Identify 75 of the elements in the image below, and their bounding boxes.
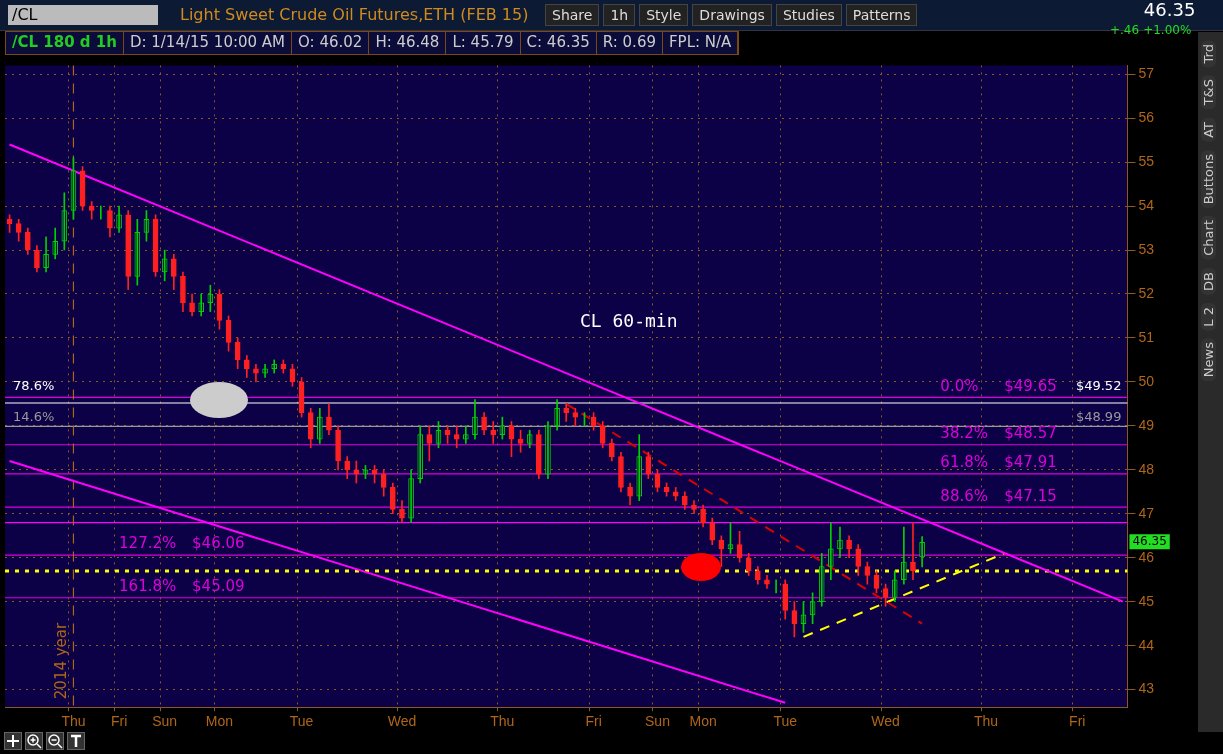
x-tick-label: Tue — [773, 713, 798, 730]
x-tick-label: Thu — [973, 713, 999, 730]
chart-title: Light Sweet Crude Oil Futures,ETH (FEB 15) — [180, 5, 529, 24]
y-tick-label: 51 — [1138, 328, 1155, 345]
ref-line-label: $47.91 — [1004, 453, 1057, 472]
y-tick-label: 49 — [1138, 416, 1155, 433]
ref-line-label: $48.57 — [1004, 424, 1057, 443]
text: Patterns — [845, 4, 918, 26]
text: C: 46.35 — [520, 32, 597, 54]
text: News — [1201, 338, 1216, 382]
annotation: 61.8% — [940, 453, 989, 472]
ref-line-label: $49.52 — [1075, 377, 1122, 393]
annotation: CL 60-min — [580, 310, 678, 331]
y-tick-label: 53 — [1138, 240, 1155, 257]
ref-line-label: $49.65 — [1004, 376, 1057, 395]
text: Chart — [1201, 215, 1216, 260]
y-tick-label: 48 — [1138, 460, 1155, 477]
text: Style — [639, 4, 689, 26]
y-tick-label: 55 — [1138, 152, 1155, 169]
text: /CL — [12, 5, 38, 24]
annotation: 14.6% — [13, 409, 55, 425]
y-tick-label: 44 — [1138, 636, 1155, 653]
text: /CL 180 d 1h — [6, 32, 124, 54]
x-tick-label: Fri — [1069, 713, 1086, 730]
ref-line-label: $48.99 — [1075, 409, 1122, 425]
y-tick-label: 45 — [1138, 592, 1155, 609]
ref-line-label: 2014 year — [51, 621, 70, 700]
text: Trd — [1201, 40, 1216, 68]
x-tick-label: Tue — [289, 713, 314, 730]
x-tick-label: Wed — [387, 713, 417, 730]
y-tick-label: 52 — [1138, 284, 1155, 301]
text: D: 1/14/15 10:00 AM — [123, 32, 293, 54]
x-tick-label: Wed — [871, 713, 900, 730]
y-tick-label: 56 — [1138, 109, 1155, 126]
text: FPL: N/A — [662, 32, 739, 54]
text: Drawings — [692, 4, 772, 26]
text: L: 45.79 — [446, 32, 521, 54]
y-tick-label: 47 — [1138, 504, 1155, 521]
annotation: 78.6% — [13, 377, 55, 393]
y-tick-label: 54 — [1138, 196, 1155, 213]
y-tick-label: 43 — [1138, 680, 1155, 697]
annotation: 127.2% — [119, 534, 177, 553]
y-tick-label: 50 — [1138, 372, 1155, 389]
text: H: 46.48 — [369, 32, 447, 54]
y-tick-label: 46 — [1138, 548, 1155, 565]
text: Studies — [775, 4, 842, 26]
text: 1h — [603, 4, 636, 26]
y-tick-label: 57 — [1138, 65, 1155, 82]
x-tick-label: Sun — [645, 713, 670, 730]
x-tick-label: Mon — [689, 713, 717, 730]
annotation: 0.0% — [940, 376, 979, 395]
annotation: 88.6% — [940, 486, 989, 505]
text: L 2 — [1201, 302, 1216, 331]
x-tick-label: Mon — [205, 713, 234, 730]
annotation: 46.35 — [1132, 534, 1167, 549]
x-tick-label: Thu — [61, 713, 86, 730]
text: O: 46.02 — [292, 32, 370, 54]
text: T&S — [1201, 75, 1216, 110]
ref-line-label: $45.09 — [192, 577, 245, 596]
text: R: 0.69 — [596, 32, 663, 54]
ref-line-label: $47.15 — [1004, 486, 1057, 505]
text: +.46 — [1110, 23, 1140, 37]
x-tick-label: Sun — [152, 713, 178, 730]
x-tick-label: Fri — [110, 713, 128, 730]
annotation: 38.2% — [940, 424, 989, 443]
text: DB — [1201, 267, 1216, 295]
text: +1.00% — [1143, 23, 1192, 37]
text: 46.35 — [1142, 0, 1196, 20]
x-tick-label: Fri — [585, 713, 602, 730]
text: Share — [545, 4, 600, 26]
text: AT — [1201, 117, 1216, 142]
annotation: 161.8% — [119, 577, 177, 596]
ref-line-label: $46.06 — [192, 534, 245, 553]
text: Buttons — [1201, 149, 1216, 208]
x-tick-label: Thu — [490, 713, 515, 730]
